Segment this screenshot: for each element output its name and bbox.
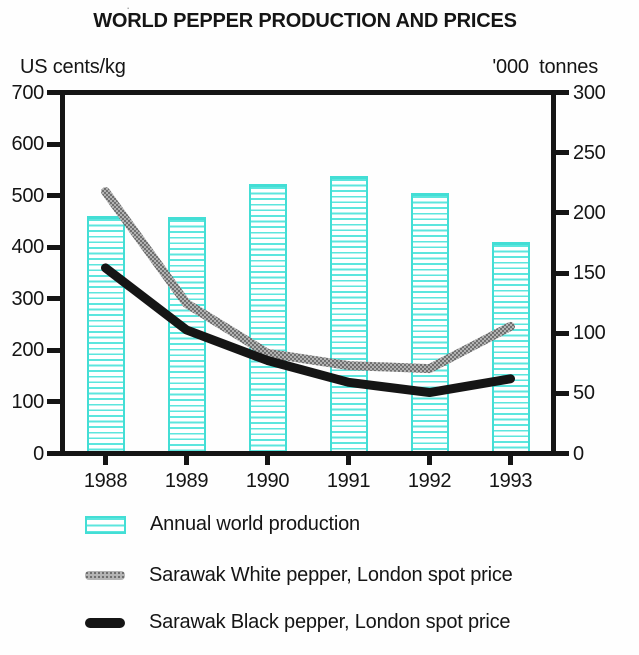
scan-artifact: · (126, 0, 131, 15)
legend-label-production: Annual world production (150, 513, 360, 535)
black-pepper-line-swatch (85, 617, 125, 628)
production-bar-swatch (85, 515, 126, 534)
right-axis-tick-label: 300 (573, 81, 606, 104)
left-axis-tick (47, 399, 62, 405)
right-axis-tick-label: 50 (573, 382, 595, 405)
legend-item-white-pepper: Sarawak White pepper, London spot price (85, 564, 513, 587)
x-axis-year-label: 1989 (164, 470, 209, 492)
left-axis-tick (47, 451, 62, 456)
right-axis-tick (554, 330, 569, 336)
left-axis-tick (47, 193, 62, 199)
left-axis-tick (47, 244, 62, 250)
right-axis-tick-label: 100 (573, 322, 606, 345)
left-axis-tick (47, 347, 62, 353)
left-axis-tick (47, 141, 62, 147)
legend-item-production: Annual world production (85, 513, 360, 536)
right-axis-tick (554, 270, 569, 276)
legend-label-white-pepper: Sarawak White pepper, London spot price (149, 564, 513, 586)
right-axis-tick (554, 390, 569, 396)
x-axis-year-label: 1988 (83, 470, 128, 492)
right-axis-tick-label: 250 (573, 141, 606, 164)
left-axis-tick-label: 0 (33, 442, 44, 465)
left-axis-tick-label: 700 (11, 81, 45, 104)
x-axis-year-label: 1993 (488, 470, 533, 492)
plot-frame (60, 90, 556, 456)
legend-item-black-pepper: Sarawak Black pepper, London spot price (85, 611, 511, 634)
right-axis-tick-label: 200 (573, 201, 606, 224)
x-axis-tick (184, 454, 189, 465)
left-axis-tick-label: 600 (11, 133, 45, 156)
x-axis-tick (103, 454, 108, 465)
left-axis-tick-label: 300 (11, 287, 45, 310)
left-axis-unit-label: US cents/kg (20, 56, 126, 78)
left-axis-tick-label: 400 (11, 236, 45, 259)
left-axis-tick (47, 90, 62, 95)
x-axis-tick (265, 454, 270, 465)
left-axis-tick (47, 296, 62, 302)
chart-title: WORLD PEPPER PRODUCTION AND PRICES (93, 10, 517, 32)
x-axis-year-label: 1991 (326, 470, 371, 492)
right-axis-tick (554, 210, 569, 216)
right-axis-tick-label: 150 (573, 262, 606, 284)
right-axis-tick (554, 451, 569, 456)
right-axis-unit-label: '000 tonnes (492, 56, 598, 78)
x-axis-tick (508, 454, 513, 465)
x-axis-year-label: 1992 (407, 470, 452, 492)
right-axis-tick (554, 90, 569, 95)
x-axis-tick (346, 454, 351, 465)
left-axis-tick-label: 200 (11, 339, 45, 362)
left-axis-tick-label: 100 (11, 390, 45, 413)
right-axis-tick-label: 0 (573, 442, 584, 465)
x-axis-year-label: 1990 (245, 470, 290, 492)
x-axis-tick (427, 454, 432, 465)
legend-label-black-pepper: Sarawak Black pepper, London spot price (149, 611, 511, 633)
right-axis-tick (554, 150, 569, 156)
white-pepper-line-swatch (85, 571, 125, 580)
left-axis-tick-label: 500 (11, 184, 45, 207)
